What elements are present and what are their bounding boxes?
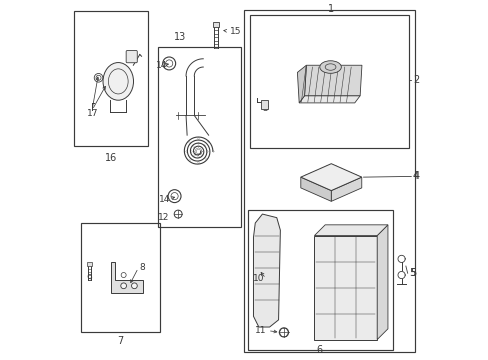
Text: 2: 2 [412,75,418,85]
Text: 5: 5 [408,268,415,278]
Text: 8: 8 [139,264,145,273]
Polygon shape [314,225,387,235]
Text: 5: 5 [409,268,416,278]
Text: 15: 15 [230,27,241,36]
Text: 9: 9 [86,274,92,283]
Text: 7: 7 [118,336,123,346]
Text: 14: 14 [155,61,166,70]
Polygon shape [253,214,280,327]
Ellipse shape [319,61,341,73]
Polygon shape [297,65,306,103]
Polygon shape [304,65,361,96]
Ellipse shape [103,63,133,100]
Text: 16: 16 [105,153,117,163]
Bar [158,47,241,226]
Polygon shape [330,177,361,201]
Bar [81,223,160,332]
Text: 12: 12 [158,213,169,222]
Bar [74,12,147,146]
Bar [86,262,92,266]
Polygon shape [300,164,361,190]
Text: 17: 17 [87,109,99,118]
Circle shape [121,283,126,289]
Polygon shape [111,262,143,293]
Text: 10: 10 [252,274,264,283]
Text: 4: 4 [413,171,419,181]
Text: 13: 13 [173,32,186,41]
Polygon shape [299,96,360,103]
Text: 3: 3 [262,104,267,113]
Bar [212,22,219,27]
Circle shape [131,283,137,289]
Text: 14: 14 [159,195,170,204]
Bar [249,15,408,148]
Text: 1: 1 [327,4,333,14]
Text: 6: 6 [316,345,322,355]
Bar [244,10,414,352]
FancyBboxPatch shape [126,50,137,63]
Polygon shape [314,235,376,339]
FancyBboxPatch shape [261,100,267,109]
Bar [247,211,392,350]
Text: 11: 11 [254,326,265,335]
Text: 4: 4 [412,171,418,181]
Polygon shape [300,177,330,201]
Polygon shape [376,225,387,339]
